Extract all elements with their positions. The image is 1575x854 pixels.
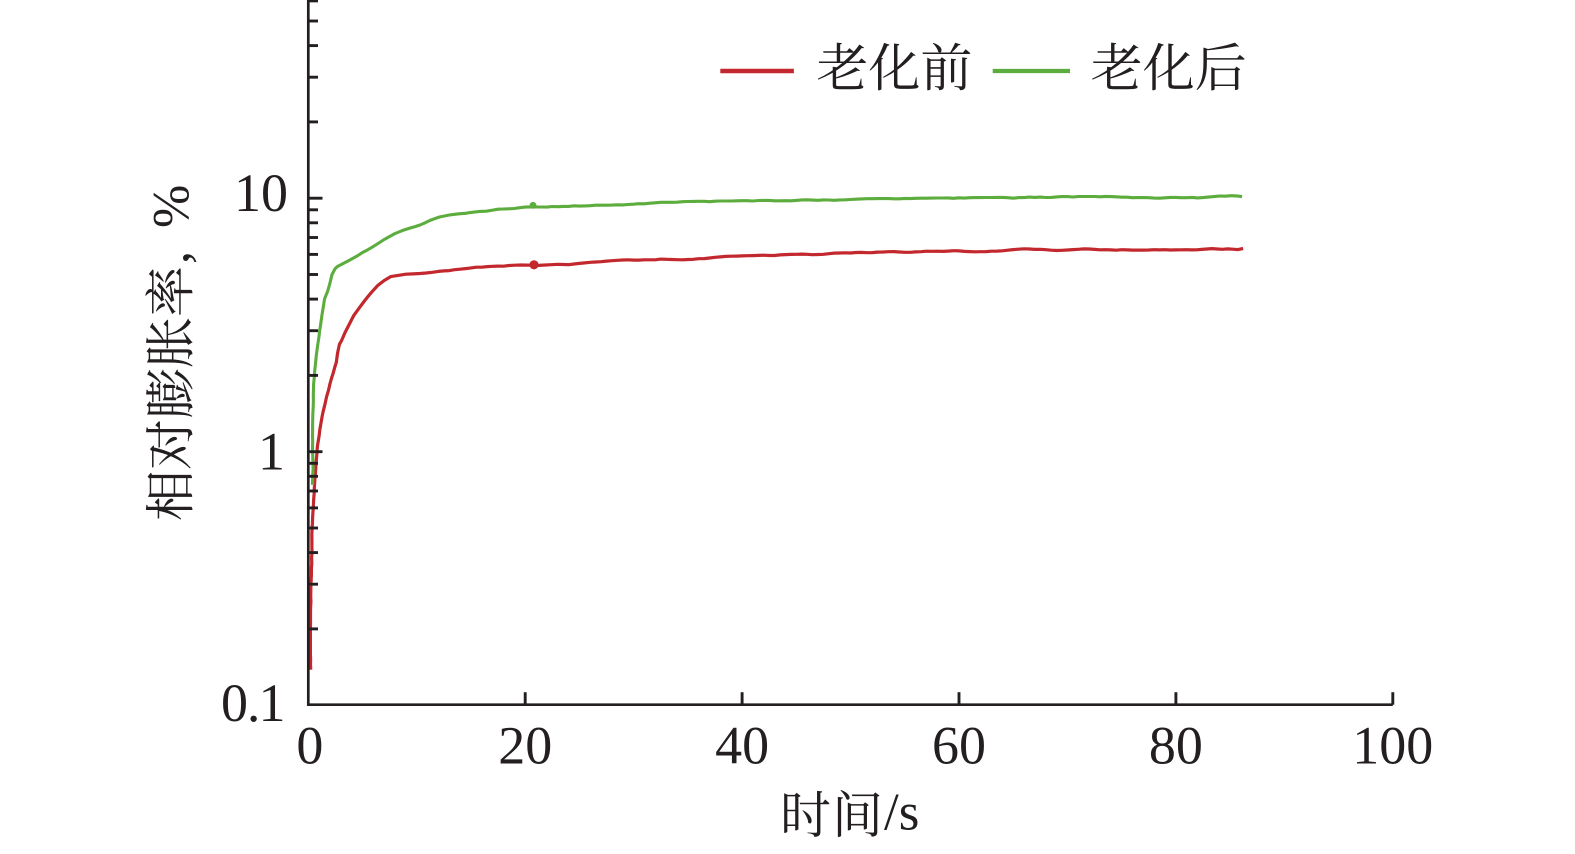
svg-text:40: 40 — [715, 716, 769, 776]
svg-text:.: . — [247, 673, 261, 733]
svg-text:1: 1 — [258, 422, 285, 482]
svg-text:0: 0 — [221, 673, 248, 733]
svg-text:/s: /s — [884, 784, 919, 842]
svg-text:80: 80 — [1149, 716, 1203, 776]
svg-text:1: 1 — [259, 673, 286, 733]
svg-text:20: 20 — [498, 716, 552, 776]
svg-text:,: , — [144, 251, 201, 264]
svg-text:100: 100 — [1352, 716, 1433, 776]
svg-text:10: 10 — [234, 163, 288, 223]
svg-text:60: 60 — [932, 716, 986, 776]
svg-text:%: % — [144, 185, 201, 228]
svg-text:0: 0 — [296, 716, 323, 776]
